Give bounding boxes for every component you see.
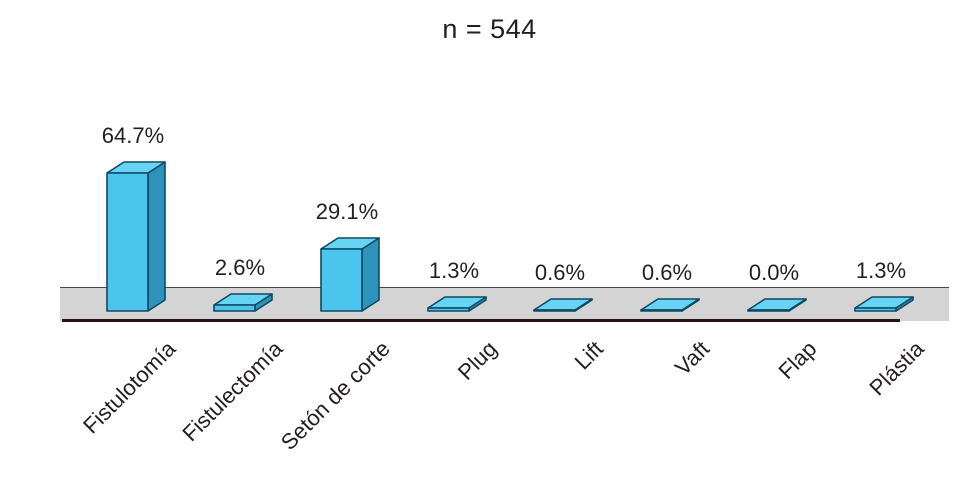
bar-fistulotomia xyxy=(106,161,166,312)
bar-fistulectomia xyxy=(213,293,273,312)
bar-top-face xyxy=(747,298,807,311)
bar-front-face xyxy=(747,309,790,312)
bar-value-label: 0.6% xyxy=(534,260,586,285)
chart-title: n = 544 xyxy=(442,14,537,44)
bar-lift xyxy=(533,298,593,312)
bar-value-label: 0.0% xyxy=(748,260,800,285)
bar-front-face xyxy=(213,304,256,312)
bar-plastia xyxy=(854,296,914,312)
bar-value-label: 1.3% xyxy=(428,258,480,283)
bar-top-face xyxy=(533,298,593,311)
bar-vaft xyxy=(640,298,700,312)
bar-front-face xyxy=(427,307,470,312)
bar-value-label: 29.1% xyxy=(315,199,379,224)
bar-front-face xyxy=(854,307,897,312)
bar-front-face xyxy=(533,309,576,312)
x-axis-line xyxy=(62,319,900,322)
bar-value-label: 0.6% xyxy=(641,260,693,285)
bar-side-face xyxy=(147,161,166,312)
bar-seton-de-corte xyxy=(320,237,380,312)
bar-side-face xyxy=(361,237,380,312)
bar-value-label: 2.6% xyxy=(214,255,266,280)
bar-top-face xyxy=(640,298,700,311)
bar-front-face xyxy=(320,248,363,312)
bar-flap xyxy=(747,298,807,312)
bar-value-label: 1.3% xyxy=(855,258,907,283)
bar-front-face xyxy=(106,172,149,312)
bar-front-face xyxy=(640,309,683,312)
bar-plug xyxy=(427,296,487,312)
bar-value-label: 64.7% xyxy=(101,123,165,148)
